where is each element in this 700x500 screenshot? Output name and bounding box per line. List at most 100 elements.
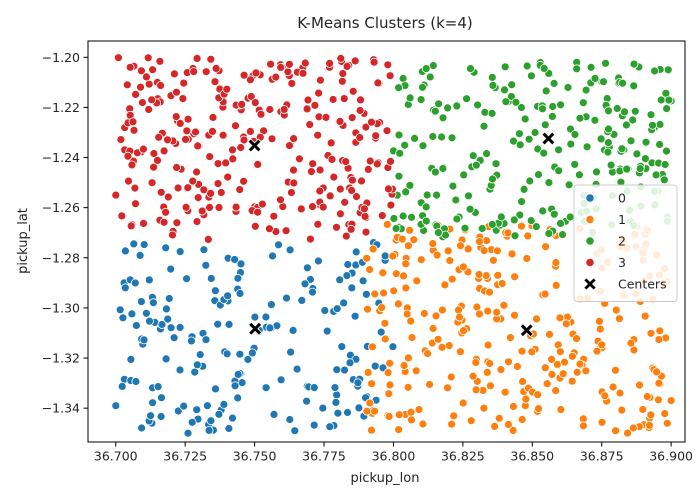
cluster-3-point [122, 80, 132, 90]
cluster-3-point [251, 68, 261, 78]
cluster-2-point [460, 223, 470, 233]
cluster-0-point [204, 425, 214, 435]
cluster-1-point [611, 305, 621, 315]
cluster-0-point [302, 396, 312, 406]
cluster-2-point [471, 160, 481, 170]
cluster-3-point [347, 185, 357, 195]
cluster-2-point [506, 92, 516, 101]
cluster-0-point [302, 263, 312, 273]
cluster-0-point [269, 409, 279, 419]
cluster-2-point [564, 180, 574, 190]
cluster-2-point [501, 97, 511, 107]
cluster-0-point [117, 381, 127, 391]
cluster-3-point [124, 176, 133, 186]
cluster-0-point [195, 350, 205, 360]
cluster-0-point [192, 405, 202, 415]
cluster-2-point [421, 64, 431, 73]
cluster-2-point [604, 106, 613, 116]
cluster-3-point [173, 183, 183, 193]
cluster-1-point [378, 268, 388, 278]
cluster-0-point [206, 274, 216, 283]
cluster-1-point [666, 396, 676, 406]
legend-marker-1 [585, 214, 595, 225]
cluster-2-point [511, 97, 521, 107]
cluster-0-point [202, 401, 212, 411]
cluster-3-point [156, 187, 166, 197]
cluster-1-point [556, 405, 566, 415]
cluster-1-point [443, 383, 452, 393]
cluster-1-point [655, 326, 665, 336]
cluster-0-point [370, 361, 380, 371]
cluster-0-point [146, 411, 156, 421]
cluster-3-point [181, 202, 191, 212]
cluster-1-point [412, 276, 422, 286]
cluster-2-point [572, 64, 582, 74]
cluster-3-point [361, 122, 371, 132]
cluster-3-point [213, 159, 223, 169]
cluster-3-point [373, 78, 383, 88]
cluster-2-point [641, 154, 650, 164]
cluster-3-point [347, 113, 357, 122]
cluster-2-point [509, 136, 518, 146]
y-tick-label: −1.28 [42, 250, 80, 265]
cluster-2-point [401, 187, 411, 197]
cluster-2-point [520, 114, 530, 124]
cluster-0-point [141, 308, 151, 318]
cluster-3-point [329, 172, 339, 182]
cluster-3-point [213, 179, 223, 189]
cluster-3-point [216, 188, 226, 197]
cluster-1-point [403, 382, 413, 392]
cluster-1-point [379, 288, 389, 298]
cluster-3-point [139, 218, 148, 228]
cluster-2-point [554, 145, 563, 155]
cluster-2-point [531, 222, 541, 232]
cluster-3-point [192, 167, 202, 177]
cluster-2-point [534, 170, 543, 180]
cluster-3-point [153, 155, 162, 165]
cluster-3-point [313, 130, 323, 140]
legend-marker-3 [585, 257, 595, 268]
cluster-3-point [149, 149, 159, 158]
cluster-1-point [447, 274, 457, 284]
cluster-1-point [521, 394, 531, 404]
cluster-2-point [438, 113, 448, 123]
legend-label-0: 0 [618, 191, 626, 206]
cluster-0-point [182, 274, 192, 284]
cluster-0-point [313, 256, 323, 266]
cluster-3-point [355, 133, 365, 142]
cluster-1-point [474, 309, 484, 319]
cluster-0-point [206, 416, 216, 426]
cluster-0-point [266, 300, 276, 310]
cluster-0-point [276, 375, 286, 385]
cluster-3-point [359, 204, 369, 214]
cluster-2-point [515, 140, 525, 150]
cluster-3-point [206, 54, 216, 64]
cluster-3-point [346, 224, 356, 234]
cluster-3-point [245, 75, 255, 85]
cluster-2-point [586, 62, 596, 72]
cluster-1-point [383, 368, 393, 378]
cluster-2-point [447, 133, 457, 143]
cluster-2-point [592, 167, 601, 177]
cluster-1-point [418, 419, 428, 429]
cluster-0-point [309, 383, 319, 393]
cluster-3-point [253, 207, 263, 217]
cluster-2-point [525, 176, 535, 186]
cluster-3-point [276, 195, 285, 205]
cluster-1-point [615, 314, 624, 324]
cluster-1-point [494, 413, 504, 423]
cluster-1-point [638, 405, 648, 414]
cluster-1-point [428, 324, 438, 333]
cluster-3-point [287, 79, 297, 88]
cluster-0-point [250, 312, 260, 322]
cluster-2-point [578, 98, 588, 108]
cluster-0-point [380, 251, 390, 261]
cluster-1-point [455, 347, 465, 357]
cluster-0-point [164, 294, 174, 303]
cluster-2-point [405, 93, 415, 103]
cluster-0-point [343, 260, 353, 269]
cluster-1-point [365, 265, 375, 275]
cluster-0-point [274, 240, 283, 250]
cluster-1-point [459, 326, 468, 336]
cluster-3-point [285, 141, 294, 151]
